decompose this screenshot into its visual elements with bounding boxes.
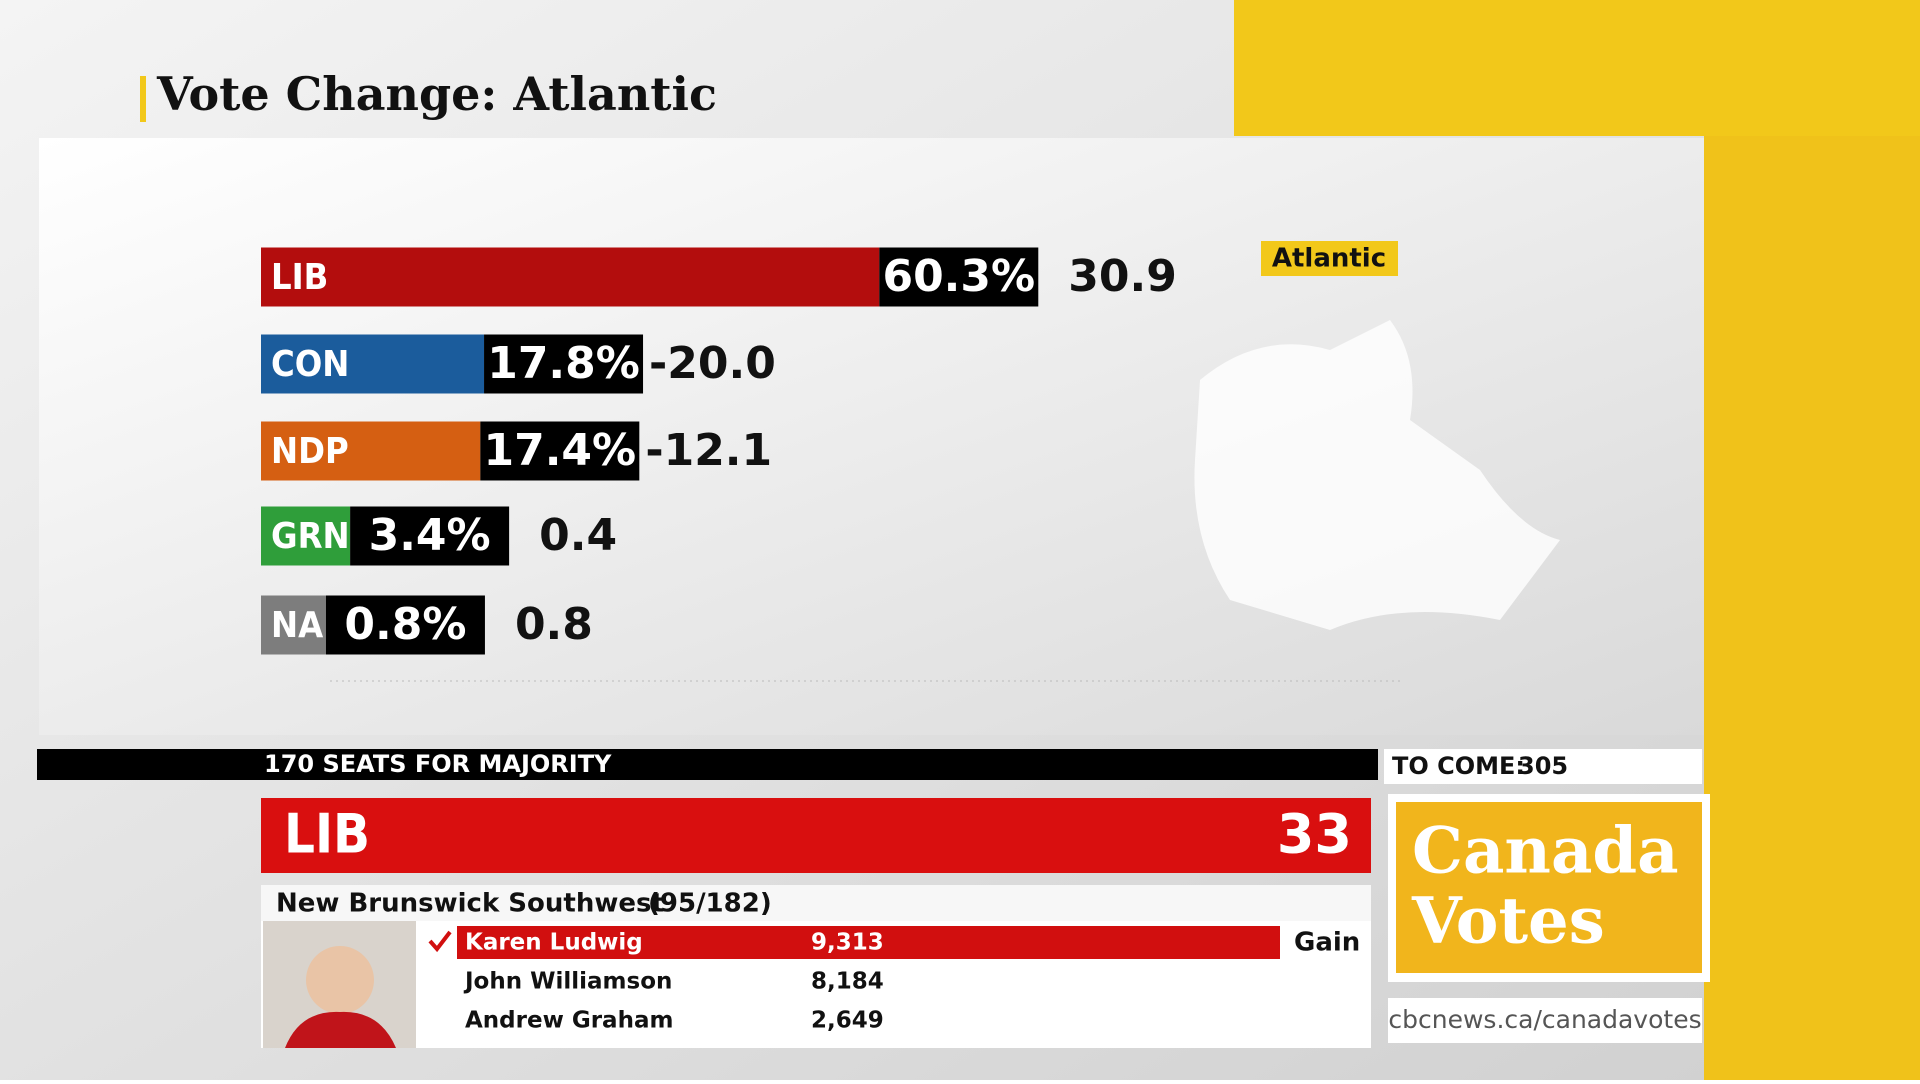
riding-name: New Brunswick Southwest xyxy=(276,889,664,919)
value-label: 17.4% xyxy=(483,425,636,476)
candidate-name: Karen Ludwig xyxy=(465,930,643,956)
value-box xyxy=(325,595,485,655)
winner-row xyxy=(457,926,1280,959)
to-come-box xyxy=(1384,749,1702,784)
change-label: -20.0 xyxy=(649,338,776,389)
to-come-count: 305 xyxy=(1518,752,1568,780)
photo-body xyxy=(285,1011,396,1048)
bar xyxy=(261,595,326,655)
riding-header xyxy=(261,885,1371,921)
title-accent xyxy=(140,76,146,122)
logo-line2: Votes xyxy=(1411,884,1605,959)
leader-party: LIB xyxy=(284,803,370,866)
party-label: GRN xyxy=(271,516,350,557)
value-label: 60.3% xyxy=(882,251,1035,302)
candidate-votes: 2,649 xyxy=(811,1008,884,1034)
leader-seats: 33 xyxy=(1277,803,1352,866)
winner-check xyxy=(428,930,452,953)
party-label: NA xyxy=(271,605,323,646)
bar xyxy=(261,421,481,481)
yellow-top xyxy=(1234,0,1920,136)
yellow-side xyxy=(1704,136,1920,1080)
candidate-name: Andrew Graham xyxy=(465,1008,673,1034)
value-label: 0.8% xyxy=(344,599,466,650)
value-label: 17.8% xyxy=(487,338,640,389)
majority-text: 170 SEATS FOR MAJORITY xyxy=(264,750,612,778)
bar xyxy=(261,506,351,566)
party-label: LIB xyxy=(271,257,328,298)
ticker-bar xyxy=(37,749,1378,780)
map-silhouette xyxy=(1194,320,1560,630)
candidate-status: Gain xyxy=(1294,928,1360,958)
party-label: NDP xyxy=(271,431,349,472)
logo-box xyxy=(1396,802,1702,973)
riding-polls: (95/182) xyxy=(648,889,772,919)
candidate-votes: 9,313 xyxy=(811,930,884,956)
candidate-votes: 8,184 xyxy=(811,969,884,995)
change-label: 30.9 xyxy=(1068,251,1177,302)
value-label: 3.4% xyxy=(369,510,491,561)
change-label: 0.4 xyxy=(539,510,617,561)
to-come-label: TO COME: xyxy=(1392,752,1525,780)
value-box xyxy=(879,247,1039,307)
logo-line1: Canada xyxy=(1412,814,1679,889)
region-tag-bg xyxy=(1261,241,1398,276)
url-box xyxy=(1388,998,1702,1043)
change-label: -12.1 xyxy=(645,425,772,476)
bar xyxy=(261,247,880,307)
value-box xyxy=(484,334,644,394)
region-tag: Atlantic xyxy=(1272,244,1386,274)
photo-face xyxy=(306,946,374,1014)
candidate-name: John Williamson xyxy=(463,969,672,995)
candidate-rows: Karen Ludwig 9,313 Gain John Williamson 8,18… xyxy=(463,928,1360,1034)
chart-title: Vote Change: Atlantic xyxy=(156,67,717,121)
value-box xyxy=(350,506,510,566)
leader-bar xyxy=(261,798,1371,873)
logo-url: cbcnews.ca/canadavotes xyxy=(1388,1005,1701,1034)
bar xyxy=(261,334,485,394)
party-label: CON xyxy=(271,344,349,385)
change-label: 0.8 xyxy=(515,599,593,650)
value-box xyxy=(480,421,640,481)
